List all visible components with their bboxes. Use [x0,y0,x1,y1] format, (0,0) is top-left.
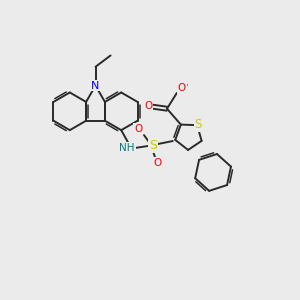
Text: O: O [178,83,186,93]
Text: O: O [178,83,186,93]
Text: O: O [144,101,152,111]
Text: NH: NH [119,143,135,153]
Text: O: O [144,101,152,111]
Text: O: O [134,124,142,134]
Text: NH: NH [119,143,135,153]
Text: O: O [154,158,162,168]
Text: N: N [91,81,100,91]
Text: S: S [194,118,202,131]
Text: S: S [149,140,157,152]
Text: O: O [154,158,162,168]
Text: N: N [91,81,100,91]
Text: S: S [194,118,202,131]
Text: S: S [149,140,157,152]
Text: O: O [134,124,142,134]
